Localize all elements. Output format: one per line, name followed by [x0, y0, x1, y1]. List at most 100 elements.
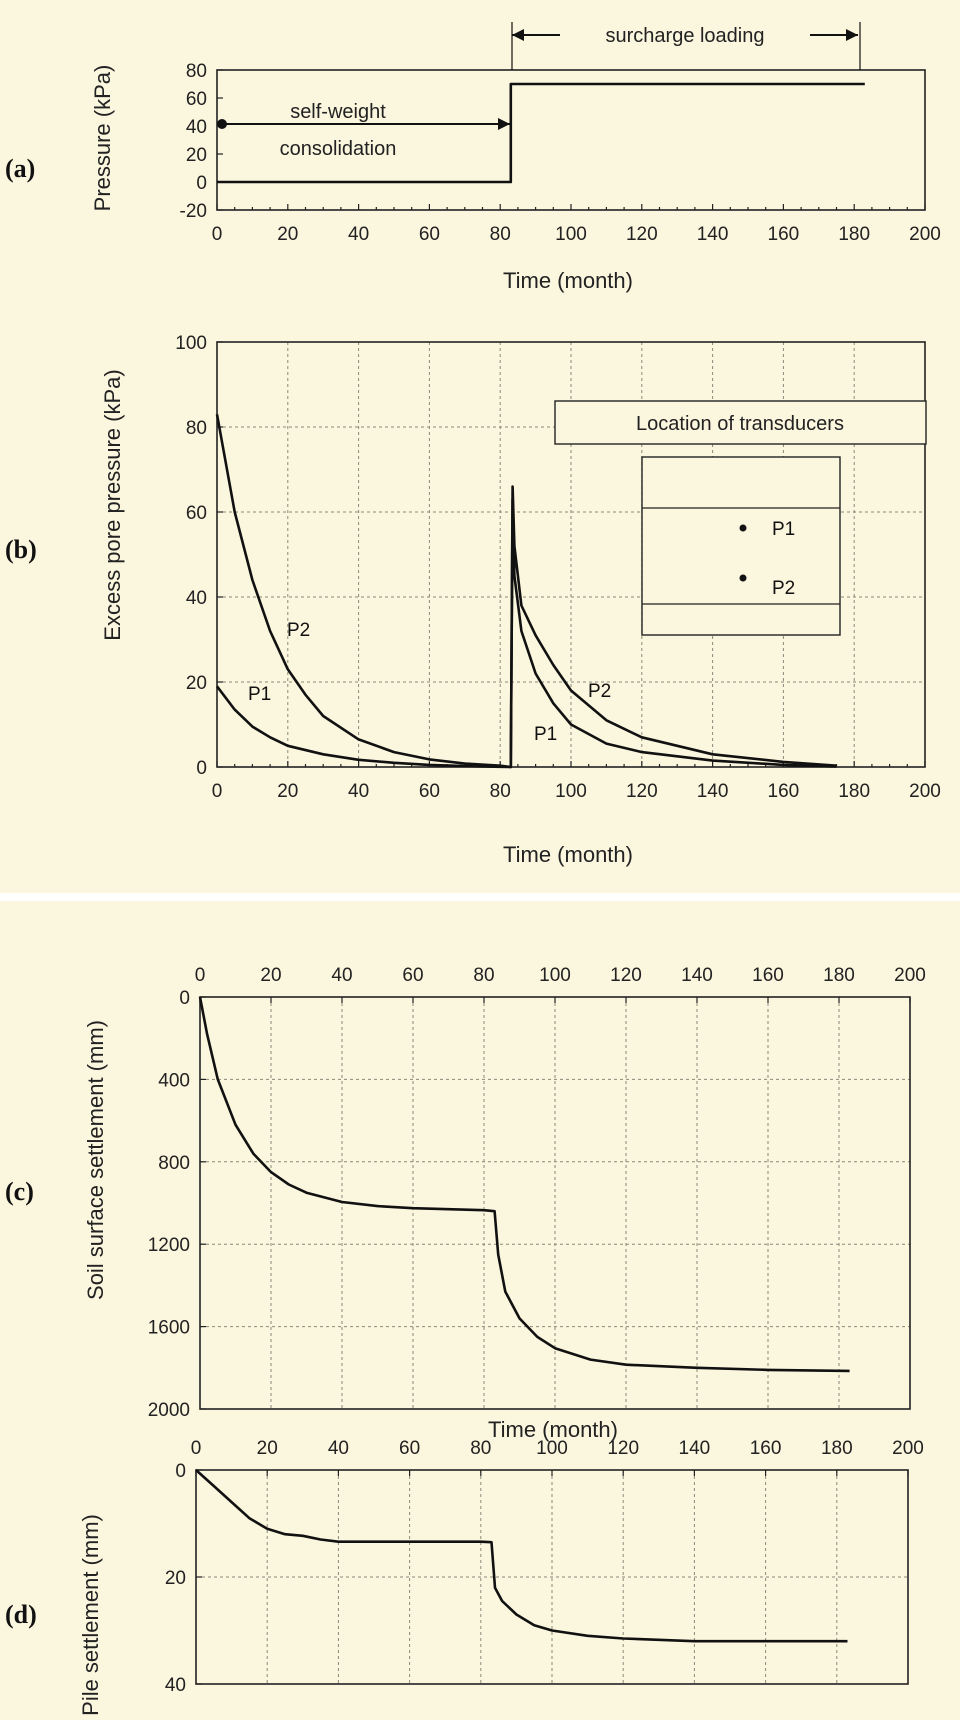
- panel-c-x-tick-label-5: 100: [539, 965, 571, 986]
- panel-a-y-axis-label: Pressure (kPa): [90, 65, 115, 212]
- panel-d-x-tick-label-5: 100: [536, 1438, 568, 1459]
- panel-b-x-tick-label-4: 80: [490, 781, 511, 802]
- panel-b-y-tick-label-4: 80: [186, 418, 207, 439]
- panel-d-label: (d): [5, 1600, 37, 1629]
- panel-a-x-tick-label-0: 0: [212, 224, 223, 245]
- panel-d-y-axis-label: Pile settlement (mm): [78, 1514, 103, 1716]
- panel-a-x-tick-label-7: 140: [697, 224, 729, 245]
- panel-b-y-tick-label-5: 100: [175, 333, 207, 354]
- surcharge-annotation: surcharge loading: [511, 22, 861, 70]
- panel-a-y-tick-label-0: -20: [180, 201, 207, 222]
- panel-b-x-tick-label-6: 120: [626, 781, 658, 802]
- panel-b-x-tick-label-7: 140: [697, 781, 729, 802]
- panel-b: (b) Excess pore pressure (kPa) Time (mon…: [5, 333, 941, 867]
- panel-a-x-tick-label-8: 160: [768, 224, 800, 245]
- panel-a-x-tick-label-3: 60: [419, 224, 440, 245]
- panel-d-y-tick-label-1: 20: [165, 1568, 186, 1589]
- panel-a-x-tick-label-2: 40: [348, 224, 369, 245]
- panel-c-x-axis-label: Time (month): [488, 1417, 618, 1442]
- panel-c-label: (c): [5, 1177, 34, 1206]
- self-weight-label: self-weight: [290, 101, 386, 123]
- panel-c-x-tick-label-7: 140: [681, 965, 713, 986]
- p2-transducer-label: P2: [772, 578, 795, 599]
- panel-a-y-tick-label-5: 80: [186, 61, 207, 82]
- panel-d-x-tick-label-4: 80: [470, 1438, 491, 1459]
- panel-d-x-tick-label-7: 140: [679, 1438, 711, 1459]
- panel-b-x-tick-label-8: 160: [768, 781, 800, 802]
- self-weight-arrowhead: [498, 118, 510, 130]
- panel-c-x-tick-label-10: 200: [894, 965, 926, 986]
- p1-curve-label-early: P1: [248, 684, 271, 705]
- panel-b-x-tick-label-0: 0: [212, 781, 223, 802]
- p2-curve-label-early: P2: [287, 620, 310, 641]
- panel-d-x-tick-label-9: 180: [821, 1438, 853, 1459]
- panel-a-y-tick-label-2: 20: [186, 145, 207, 166]
- surcharge-left-arrowhead: [512, 29, 524, 41]
- panel-a-label: (a): [5, 154, 35, 183]
- panel-c-x-tick-label-0: 0: [195, 965, 206, 986]
- panel-a: (a) Pressure (kPa) Time (month) 0 20 40 60 8…: [5, 22, 941, 293]
- panel-c-y-tick-label-4: 1600: [148, 1318, 190, 1339]
- panel-b-x-tick-label-9: 180: [838, 781, 870, 802]
- panel-d-x-tick-label-1: 20: [257, 1438, 278, 1459]
- self-weight-annotation: self-weight consolidation: [217, 101, 510, 160]
- panel-c-marks: 0 20 40 60 80 100 120 140 160 180 2000400800120016…: [148, 965, 926, 1421]
- panel-b-y-tick-label-1: 20: [186, 673, 207, 694]
- transducer-legend-title: Location of transducers: [636, 413, 844, 435]
- panel-b-x-tick-label-3: 60: [419, 781, 440, 802]
- panel-c-y-tick-label-1: 400: [158, 1070, 190, 1091]
- panel-separator: [0, 893, 960, 901]
- panel-b-y-tick-label-0: 0: [196, 758, 207, 779]
- panel-d-x-tick-label-0: 0: [191, 1438, 202, 1459]
- panel-a-y-tick-label-3: 40: [186, 117, 207, 138]
- panel-c-series-0-line: [198, 996, 850, 1373]
- panel-d-y-tick-label-0: 0: [175, 1461, 186, 1482]
- p1-transducer-dot: [739, 524, 747, 532]
- panel-b-marks: 0 20 40 60 80 100 120 140 160 180 200 0 20 40 60 80 100: [175, 333, 941, 802]
- panel-c-y-tick-label-3: 1200: [148, 1235, 190, 1256]
- panel-a-y-tick-label-4: 60: [186, 89, 207, 110]
- panel-c-y-tick-label-5: 2000: [148, 1400, 190, 1421]
- panel-d-y-tick-label-2: 40: [165, 1675, 186, 1696]
- panel-c-y-tick-label-0: 0: [179, 988, 190, 1009]
- surcharge-right-arrowhead: [846, 29, 858, 41]
- panel-d-x-tick-label-3: 60: [399, 1438, 420, 1459]
- panel-c-x-tick-label-8: 160: [752, 965, 784, 986]
- p1-curve-label-late: P1: [534, 724, 557, 745]
- panel-d-series-0-line: [195, 1469, 848, 1643]
- p2-transducer-dot: [739, 574, 747, 582]
- panel-c-y-tick-label-2: 800: [158, 1153, 190, 1174]
- panel-d-marks: 0 20 40 60 80 100 120 140 160 180 200 0 20 40: [165, 1438, 924, 1696]
- panel-c-x-tick-label-6: 120: [610, 965, 642, 986]
- panel-d-x-tick-label-10: 200: [892, 1438, 924, 1459]
- panel-c-y-axis-label: Soil surface settlement (mm): [83, 1020, 108, 1300]
- panel-d-x-tick-label-8: 160: [750, 1438, 782, 1459]
- panel-a-x-tick-label-4: 80: [490, 224, 511, 245]
- panel-b-y-tick-label-3: 60: [186, 503, 207, 524]
- panel-b-x-tick-label-10: 200: [909, 781, 941, 802]
- transducer-legend-box: [554, 400, 927, 445]
- panel-a-x-tick-label-1: 20: [277, 224, 298, 245]
- panel-a-y-tick-label-1: 0: [196, 173, 207, 194]
- panel-c-x-tick-label-1: 20: [260, 965, 281, 986]
- self-weight-start-marker: [217, 119, 227, 129]
- panel-b-x-tick-label-5: 100: [555, 781, 587, 802]
- panel-a-x-tick-label-9: 180: [838, 224, 870, 245]
- surcharge-label: surcharge loading: [606, 25, 765, 47]
- panel-c-x-tick-label-9: 180: [823, 965, 855, 986]
- panel-a-x-tick-label-6: 120: [626, 224, 658, 245]
- transducer-legend: Location of transducers P1 P2: [554, 400, 927, 636]
- p2-curve-label-late: P2: [588, 681, 611, 702]
- panel-a-x-axis-label: Time (month): [503, 268, 633, 293]
- panel-b-y-tick-label-2: 40: [186, 588, 207, 609]
- panel-b-label: (b): [5, 535, 37, 564]
- soil-column-diagram: [641, 456, 841, 636]
- panel-d-x-tick-label-6: 120: [607, 1438, 639, 1459]
- p1-transducer-label: P1: [772, 519, 795, 540]
- panel-a-x-tick-label-10: 200: [909, 224, 941, 245]
- panel-c: (c) Soil surface settlement (mm) Time (m…: [5, 965, 926, 1442]
- panel-b-x-tick-label-2: 40: [348, 781, 369, 802]
